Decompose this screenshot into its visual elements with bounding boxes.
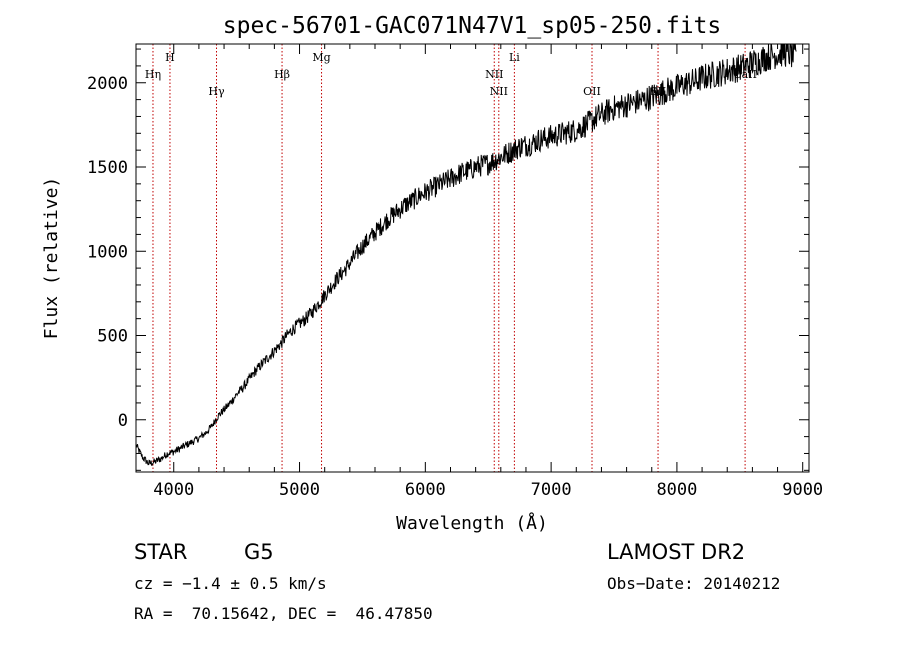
y-tick-label: 500 xyxy=(97,327,128,347)
x-tick-label: 7000 xyxy=(531,480,572,500)
spectrum-line xyxy=(136,44,797,466)
observation-date: Obs−Date: 20140212 xyxy=(607,574,781,593)
y-axis: 0 500 1000 1500 2000 xyxy=(87,48,809,471)
x-axis-label: Wavelength (Å) xyxy=(396,512,548,534)
coordinates: RA = 70.15642, DEC = 46.47850 xyxy=(134,604,433,623)
line-marker-label: OII xyxy=(583,85,601,98)
y-tick-label: 1000 xyxy=(87,242,128,262)
object-subclass: G5 xyxy=(244,540,274,564)
chart-title: spec-56701-GAC071N47V1_sp05-250.fits xyxy=(223,13,722,39)
line-marker-label: H xyxy=(165,51,175,64)
line-marker-label: Mg xyxy=(312,51,330,64)
line-marker-label: Li xyxy=(509,51,520,64)
y-tick-label: 2000 xyxy=(87,74,128,94)
y-tick-label: 0 xyxy=(118,411,128,431)
plot-frame xyxy=(135,43,810,473)
redshift-value: cz = −1.4 ± 0.5 km/s xyxy=(134,574,327,593)
x-tick-label: 9000 xyxy=(782,480,823,500)
line-marker-label: NII xyxy=(485,68,503,81)
x-tick-label: 5000 xyxy=(279,480,320,500)
line-marker-label: Hη xyxy=(145,68,161,81)
y-axis-label: Flux (relative) xyxy=(41,177,62,340)
y-tick-label: 1500 xyxy=(87,158,128,178)
x-tick-label: 4000 xyxy=(153,480,194,500)
x-tick-label: 6000 xyxy=(405,480,446,500)
line-marker-label: Hβ xyxy=(274,68,290,81)
line-marker-label: NII xyxy=(490,85,508,98)
x-tick-label: 8000 xyxy=(656,480,697,500)
x-axis: 4000 5000 6000 7000 8000 9000 xyxy=(153,44,823,500)
line-marker-label: Hγ xyxy=(208,85,225,98)
survey-name: LAMOST DR2 xyxy=(607,540,746,564)
object-class: STAR xyxy=(134,540,188,564)
